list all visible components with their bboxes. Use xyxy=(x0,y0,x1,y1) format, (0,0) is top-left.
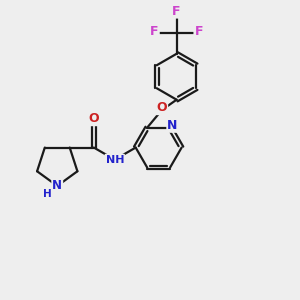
Text: F: F xyxy=(172,4,181,18)
Text: H: H xyxy=(44,189,52,199)
Text: F: F xyxy=(150,25,159,38)
Text: O: O xyxy=(88,112,99,125)
Text: NH: NH xyxy=(106,154,124,165)
Text: N: N xyxy=(52,179,62,192)
Text: O: O xyxy=(157,101,167,114)
Text: F: F xyxy=(194,25,203,38)
Text: N: N xyxy=(167,119,178,132)
